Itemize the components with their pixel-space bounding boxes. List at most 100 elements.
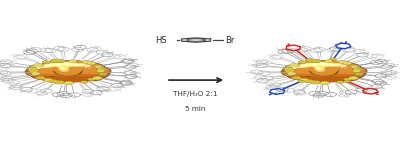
Circle shape [348,76,358,80]
Circle shape [79,65,83,67]
Circle shape [341,71,362,78]
Circle shape [339,68,360,76]
Circle shape [30,69,55,78]
Circle shape [302,74,326,82]
Circle shape [286,70,311,78]
Circle shape [52,62,73,69]
Circle shape [70,74,74,75]
Circle shape [296,64,316,71]
Circle shape [300,68,309,71]
Circle shape [320,63,324,64]
Circle shape [305,64,309,66]
Circle shape [336,72,343,74]
Circle shape [294,66,316,74]
Circle shape [306,75,316,78]
Circle shape [71,72,80,75]
Circle shape [52,62,73,69]
Circle shape [31,70,53,78]
Circle shape [78,64,102,73]
Circle shape [328,76,332,77]
Circle shape [44,70,48,72]
Circle shape [316,73,320,75]
Circle shape [310,73,312,74]
Circle shape [79,70,88,74]
Circle shape [320,81,330,85]
Circle shape [45,72,48,73]
Circle shape [53,64,61,67]
Circle shape [93,76,102,80]
Circle shape [287,72,296,75]
Circle shape [314,72,323,76]
Circle shape [48,65,57,68]
Circle shape [343,65,347,67]
Circle shape [79,71,104,79]
Circle shape [350,72,354,73]
Circle shape [324,62,348,70]
Circle shape [67,70,71,71]
Circle shape [335,69,358,77]
Circle shape [316,76,320,78]
Circle shape [90,70,94,72]
Circle shape [299,78,309,82]
Circle shape [46,64,66,71]
Circle shape [77,71,96,77]
Circle shape [290,70,300,74]
Circle shape [46,74,55,77]
Circle shape [346,70,354,74]
Circle shape [319,65,328,68]
Circle shape [319,67,339,75]
Circle shape [288,68,298,72]
Circle shape [305,58,312,61]
Circle shape [76,73,86,76]
Circle shape [340,69,359,76]
Circle shape [41,62,67,71]
Circle shape [41,69,46,70]
Circle shape [91,72,95,74]
Circle shape [69,75,79,78]
Circle shape [302,62,312,66]
Circle shape [44,70,48,72]
Circle shape [59,60,82,69]
Circle shape [320,75,324,77]
Circle shape [321,62,343,70]
Circle shape [290,64,312,72]
Circle shape [87,69,95,72]
Circle shape [290,71,312,79]
Circle shape [64,75,68,77]
Circle shape [62,63,69,66]
Circle shape [78,70,105,80]
Circle shape [83,72,93,76]
Circle shape [38,65,48,69]
Circle shape [73,72,77,74]
Circle shape [65,76,68,77]
Circle shape [60,72,69,75]
Circle shape [86,67,108,75]
Circle shape [86,66,94,69]
Circle shape [323,65,333,68]
Circle shape [291,71,300,75]
Circle shape [308,62,329,69]
Circle shape [55,71,59,72]
Circle shape [326,67,351,77]
Circle shape [53,74,62,77]
Circle shape [312,69,320,71]
Circle shape [290,64,308,71]
Circle shape [303,72,322,78]
Circle shape [344,70,352,72]
Circle shape [337,68,357,76]
Circle shape [328,70,348,77]
Circle shape [334,63,344,66]
Circle shape [62,75,72,78]
Circle shape [51,75,71,82]
Circle shape [72,76,76,77]
Circle shape [79,63,98,70]
Circle shape [82,67,90,70]
Circle shape [60,67,65,69]
Circle shape [316,66,325,69]
Circle shape [44,74,52,77]
Circle shape [62,69,66,71]
Circle shape [320,74,325,76]
Circle shape [303,69,329,78]
Circle shape [304,73,312,76]
Circle shape [67,74,89,82]
